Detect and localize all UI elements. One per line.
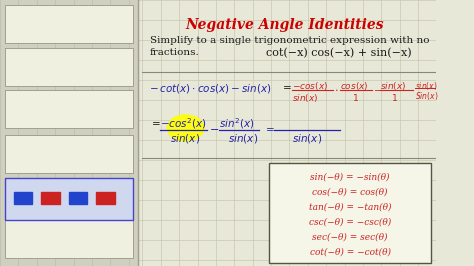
Text: tan(−θ) = −tan(θ): tan(−θ) = −tan(θ) bbox=[309, 203, 392, 212]
Text: $sin^2(x)$: $sin^2(x)$ bbox=[219, 116, 254, 131]
Text: Simplify to a single trigonometric expression with no: Simplify to a single trigonometric expre… bbox=[150, 36, 429, 45]
Bar bbox=[0, 0, 138, 266]
Text: $Sin(x)$: $Sin(x)$ bbox=[415, 90, 439, 102]
Text: $1$: $1$ bbox=[352, 92, 359, 103]
Bar bbox=[14, 192, 32, 204]
Text: cot(−θ) = −cot(θ): cot(−θ) = −cot(θ) bbox=[310, 248, 391, 257]
Bar bbox=[5, 178, 133, 220]
FancyBboxPatch shape bbox=[269, 163, 431, 263]
Bar bbox=[5, 220, 133, 258]
Text: Negative Angle Identities: Negative Angle Identities bbox=[186, 18, 384, 32]
Text: $-cos^2(x)$: $-cos^2(x)$ bbox=[160, 116, 207, 131]
Text: $-cos(x)$: $-cos(x)$ bbox=[292, 80, 328, 92]
Text: $\cdot$: $\cdot$ bbox=[334, 84, 338, 94]
Bar bbox=[69, 192, 87, 204]
Text: $-$: $-$ bbox=[373, 84, 382, 94]
Text: $cos(x)$: $cos(x)$ bbox=[340, 80, 369, 92]
Text: $sin(x)$: $sin(x)$ bbox=[170, 132, 200, 145]
Bar bbox=[5, 135, 133, 173]
Text: $sin(x)$: $sin(x)$ bbox=[228, 132, 258, 145]
Bar bbox=[5, 48, 133, 86]
Text: $sin(x)$: $sin(x)$ bbox=[292, 132, 322, 145]
Text: cot(−x) cos(−x) + sin(−x): cot(−x) cos(−x) + sin(−x) bbox=[266, 48, 412, 58]
Bar bbox=[97, 192, 115, 204]
Text: $1$: $1$ bbox=[392, 92, 398, 103]
Ellipse shape bbox=[167, 115, 204, 141]
Text: sec(−θ) = sec(θ): sec(−θ) = sec(θ) bbox=[312, 233, 388, 242]
Text: $sin(x)$: $sin(x)$ bbox=[415, 80, 438, 92]
Text: $-\,cot(x)\cdot cos(x) - sin(x)$: $-\,cot(x)\cdot cos(x) - sin(x)$ bbox=[149, 82, 272, 95]
Text: $=$: $=$ bbox=[280, 82, 292, 91]
Text: $-$: $-$ bbox=[210, 123, 219, 133]
Text: cos(−θ) = cos(θ): cos(−θ) = cos(θ) bbox=[312, 188, 388, 197]
Bar bbox=[5, 90, 133, 128]
Text: $=$: $=$ bbox=[149, 118, 161, 127]
Text: sin(−θ) = −sin(θ): sin(−θ) = −sin(θ) bbox=[310, 173, 390, 182]
Text: $sin(x)$: $sin(x)$ bbox=[292, 92, 319, 104]
Text: csc(−θ) = −csc(θ): csc(−θ) = −csc(θ) bbox=[309, 218, 391, 227]
Text: fractions.: fractions. bbox=[150, 48, 200, 57]
Text: $=$: $=$ bbox=[263, 123, 274, 133]
Bar bbox=[5, 178, 133, 216]
Bar bbox=[41, 192, 60, 204]
Bar bbox=[5, 5, 133, 43]
Text: $sin(x)$: $sin(x)$ bbox=[381, 80, 407, 92]
